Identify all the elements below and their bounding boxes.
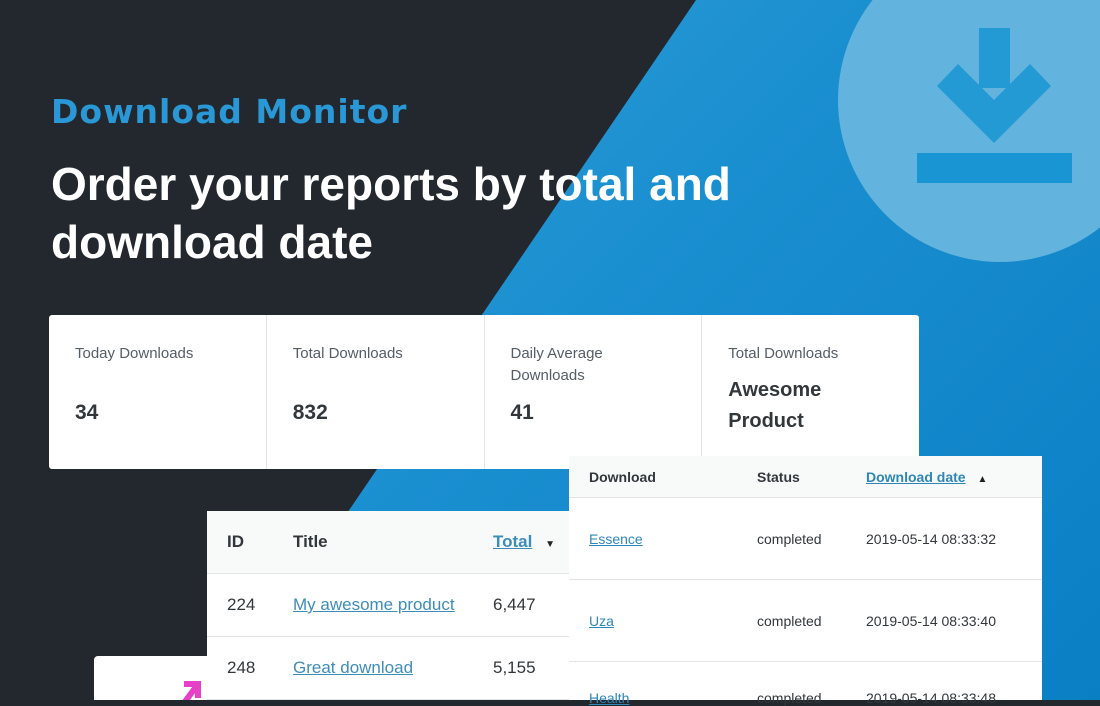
stat-today-downloads: Today Downloads 34 — [49, 315, 267, 469]
cell-date: 2019-05-14 08:33:40 — [866, 612, 996, 629]
stat-label: Total Downloads — [728, 345, 839, 362]
cell-total: 5,155 — [493, 658, 536, 677]
totals-table: ID Title Total ▼ 224 My awesome product … — [207, 511, 569, 700]
table-row: Essence completed 2019-05-14 08:33:32 — [569, 498, 1042, 580]
stat-label: Total Downloads — [292, 345, 403, 362]
stat-value: 832 — [292, 401, 328, 424]
stat-total-downloads: Total Downloads 832 — [267, 315, 485, 469]
cell-id: 248 — [227, 658, 256, 677]
header-id: ID — [227, 532, 244, 551]
header-total-sort[interactable]: Total ▼ — [493, 532, 555, 552]
headline: Order your reports by total and download… — [51, 158, 731, 268]
cell-download-link[interactable]: Health — [589, 690, 630, 706]
header-download: Download — [589, 468, 656, 485]
stat-top-download: Total Downloads Awesome Product — [702, 315, 919, 469]
stats-panel: Today Downloads 34 Total Downloads 832 Dai… — [49, 315, 919, 469]
cell-id: 224 — [227, 595, 256, 614]
table-header: ID Title Total ▼ — [207, 511, 569, 574]
stat-value: Awesome Product — [728, 379, 822, 432]
cell-total: 6,447 — [493, 595, 536, 614]
stat-daily-average: Daily Average Downloads 41 — [485, 315, 703, 469]
logs-table: Download Status Download date ▲ Essence … — [569, 456, 1042, 706]
cell-status: completed — [757, 612, 822, 629]
sort-desc-icon: ▼ — [545, 539, 555, 550]
table-row: 224 My awesome product 6,447 — [207, 574, 569, 637]
cell-date: 2019-05-14 08:33:48 — [866, 690, 996, 706]
download-icon — [838, 0, 1100, 262]
stat-label: Today Downloads — [75, 345, 194, 362]
cell-date: 2019-05-14 08:33:32 — [866, 530, 996, 547]
stat-label: Daily Average Downloads — [510, 345, 603, 384]
table-header: Download Status Download date ▲ — [569, 456, 1042, 498]
icon-circle — [838, 0, 1100, 262]
header-date-sort[interactable]: Download date ▲ — [866, 469, 987, 485]
cell-status: completed — [757, 690, 822, 706]
cell-status: completed — [757, 530, 822, 547]
cell-download-link[interactable]: Uza — [589, 612, 614, 629]
brand-title: Download Monitor — [51, 92, 408, 131]
table-row: 248 Great download 5,155 — [207, 637, 569, 700]
header-status: Status — [757, 468, 800, 485]
table-row: Health completed 2019-05-14 08:33:48 — [569, 662, 1042, 706]
stat-value: 41 — [510, 401, 534, 424]
arrow-icon — [182, 681, 201, 700]
cell-title-link[interactable]: My awesome product — [293, 595, 455, 614]
table-row: Uza completed 2019-05-14 08:33:40 — [569, 580, 1042, 662]
sort-total-link[interactable]: Total — [493, 532, 533, 551]
cell-title-link[interactable]: Great download — [293, 658, 414, 677]
sort-date-link[interactable]: Download date — [866, 468, 966, 485]
cell-download-link[interactable]: Essence — [589, 530, 643, 547]
header-title: Title — [293, 532, 328, 551]
sort-asc-icon: ▲ — [977, 473, 988, 485]
stat-value: 34 — [75, 401, 99, 424]
